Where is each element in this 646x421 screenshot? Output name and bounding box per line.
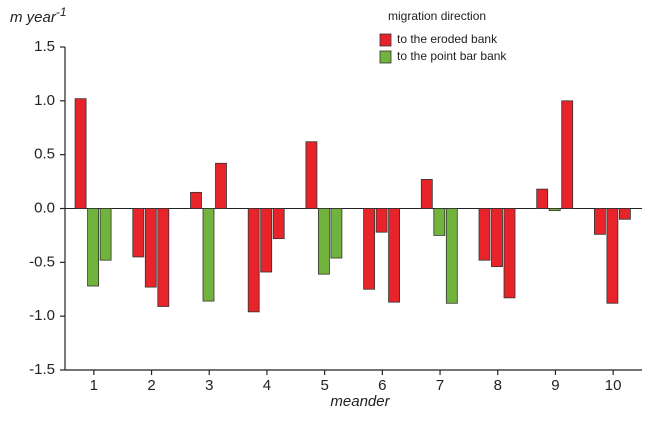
bar [272, 208, 285, 240]
y-label-text: m year [10, 9, 57, 26]
bar [363, 208, 376, 290]
legend-title: migration direction [388, 9, 486, 23]
bar [445, 208, 458, 304]
y-tick-label: 0.5 [34, 146, 55, 163]
bar [420, 179, 433, 209]
y-tick-label: -1.5 [29, 361, 55, 378]
y-tick-label: 1.5 [34, 38, 55, 55]
x-axis-label: meander [330, 393, 390, 410]
bar [317, 208, 330, 275]
bar [215, 162, 227, 209]
bar [491, 208, 503, 268]
legend-swatch [379, 50, 392, 64]
bar [478, 208, 491, 261]
bar [87, 208, 99, 287]
y-tick-label: -1.0 [29, 307, 55, 324]
x-tick-label: 1 [90, 377, 98, 394]
y-tick-label: 0.0 [34, 199, 55, 216]
legend-label: to the point bar bank [397, 49, 507, 63]
bar [375, 208, 388, 233]
x-tick-label: 5 [320, 377, 328, 394]
bar [594, 208, 606, 235]
bar [260, 208, 273, 273]
bar [388, 208, 401, 303]
bar [202, 208, 215, 302]
x-tick-label: 8 [494, 377, 502, 394]
y-tick-label: -0.5 [29, 253, 55, 270]
bar [561, 100, 574, 209]
legend-swatch [379, 33, 392, 47]
bar [247, 208, 260, 313]
legend-label: to the eroded bank [397, 32, 498, 46]
bar [190, 191, 202, 209]
bar [548, 208, 561, 212]
bar [503, 208, 516, 299]
bar [74, 98, 87, 209]
x-tick-label: 4 [263, 377, 271, 394]
bar [144, 208, 157, 288]
bar [536, 188, 549, 209]
bar [606, 208, 619, 304]
bar [330, 208, 343, 259]
bar [433, 208, 446, 236]
bar [132, 208, 145, 258]
x-tick-label: 10 [605, 377, 622, 394]
x-tick-label: 2 [147, 377, 155, 394]
x-tick-label: 6 [378, 377, 386, 394]
bar [157, 208, 170, 307]
y-label-exponent: -1 [56, 5, 67, 19]
bar [305, 141, 318, 209]
y-axis-label: m year-1 [10, 5, 67, 26]
x-tick-label: 3 [205, 377, 213, 394]
bar [99, 208, 112, 261]
y-tick-label: 1.0 [34, 92, 55, 109]
x-tick-label: 9 [551, 377, 559, 394]
x-tick-label: 7 [436, 377, 444, 394]
bar [619, 208, 631, 220]
